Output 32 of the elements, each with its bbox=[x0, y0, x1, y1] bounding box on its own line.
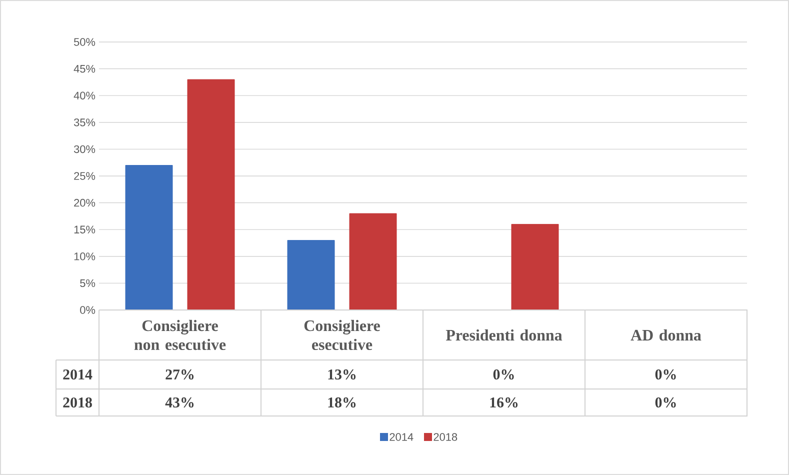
bar bbox=[187, 79, 235, 310]
y-tick-label: 30% bbox=[74, 145, 96, 154]
data-label: 43% bbox=[165, 397, 194, 408]
data-label: 16% bbox=[490, 397, 518, 408]
y-tick-label: 50% bbox=[74, 38, 96, 46]
text: 2014 bbox=[63, 369, 92, 380]
x-tick-label: Consigliere esecutive bbox=[304, 320, 380, 350]
y-tick-label: 20% bbox=[74, 198, 96, 207]
y-tick-label: 5% bbox=[80, 279, 96, 288]
bar bbox=[511, 224, 559, 310]
data-label: 0% bbox=[493, 369, 514, 380]
y-tick-label: 40% bbox=[74, 92, 96, 100]
y-tick-label: 0% bbox=[80, 306, 96, 314]
legend-label: 2018 bbox=[434, 433, 458, 441]
data-label: 0% bbox=[655, 369, 676, 380]
data-label: 18% bbox=[328, 397, 356, 408]
data-label: 13% bbox=[328, 369, 356, 380]
y-tick-label: 10% bbox=[74, 252, 96, 260]
x-tick-label: Presidenti donna bbox=[446, 329, 562, 341]
bar bbox=[349, 213, 397, 310]
x-tick-label: Consigliere non esecutive bbox=[134, 320, 226, 350]
legend-label: 2014 bbox=[390, 433, 414, 441]
y-tick-label: 35% bbox=[74, 118, 96, 126]
data-label: 0% bbox=[655, 397, 676, 408]
y-tick-label: 45% bbox=[74, 64, 96, 73]
bar bbox=[287, 240, 335, 310]
y-tick-label: 15% bbox=[74, 226, 96, 234]
data-label: 27% bbox=[166, 369, 194, 380]
y-tick-label: 25% bbox=[74, 172, 96, 180]
bar bbox=[125, 165, 173, 310]
text: 2018 bbox=[63, 397, 92, 408]
x-tick-label: AD donna bbox=[630, 329, 702, 341]
